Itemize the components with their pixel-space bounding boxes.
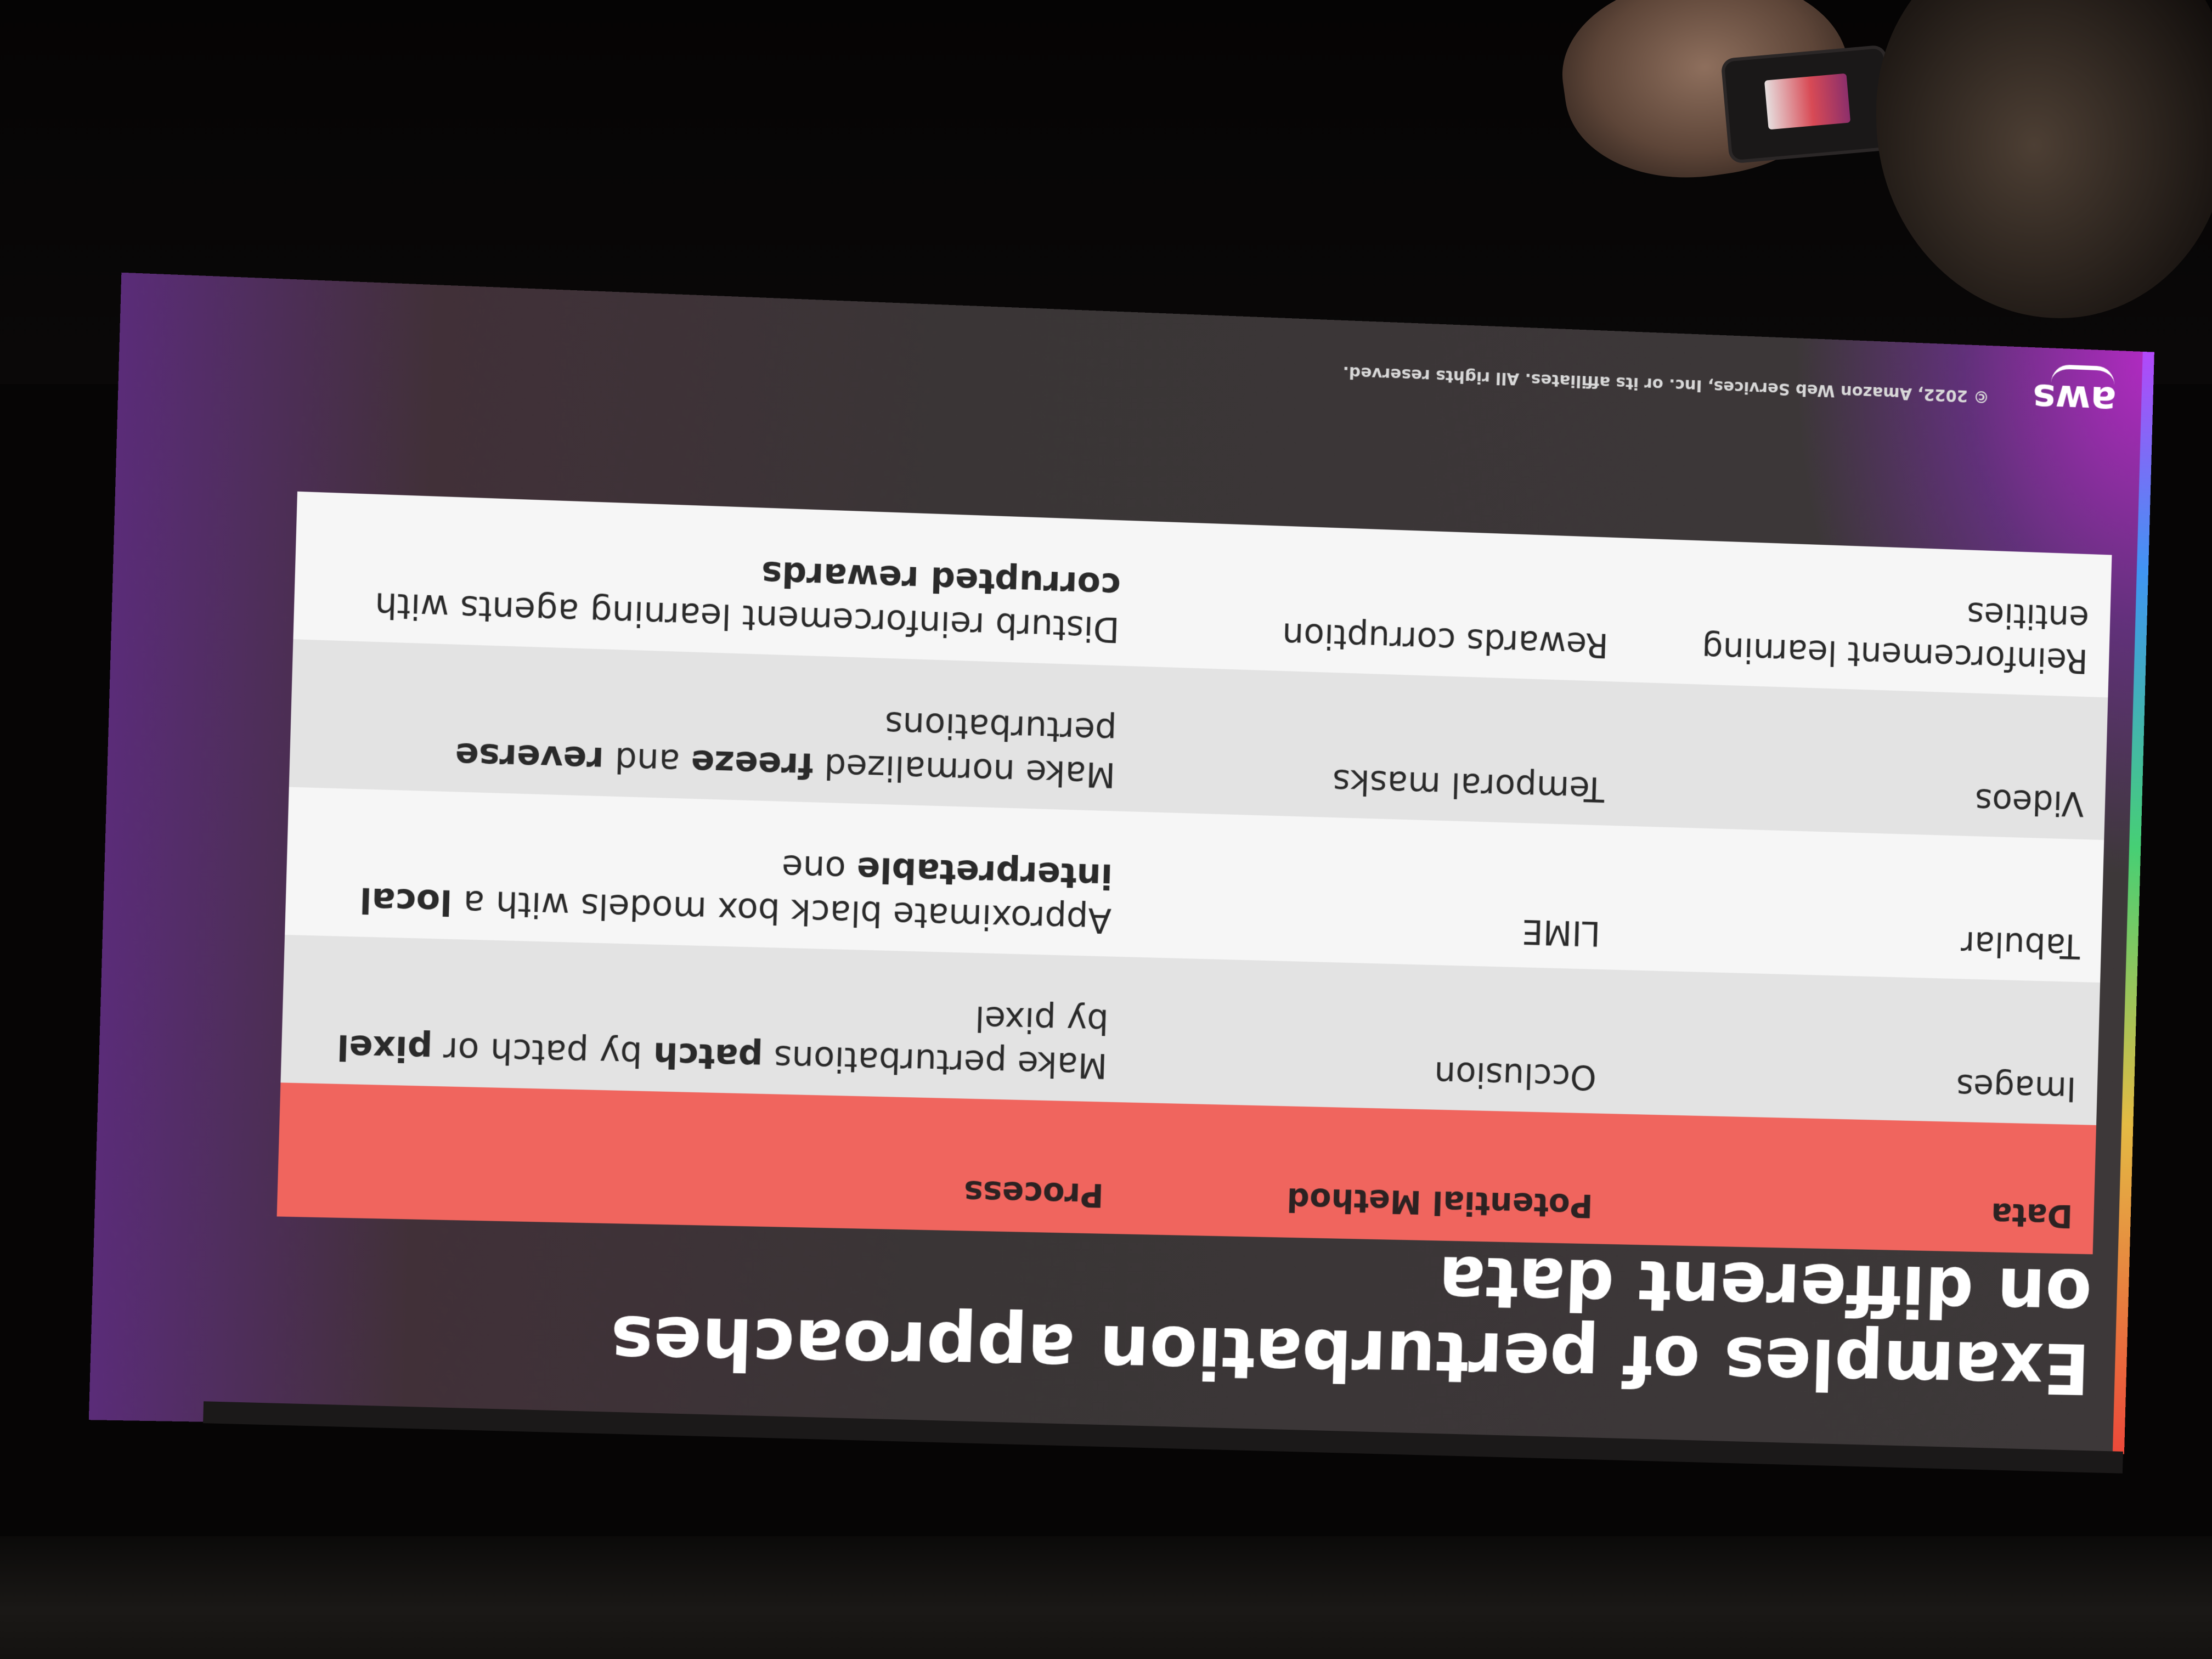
process-cell: Approximate black box models with a loca… — [285, 787, 1136, 957]
projection-screen: Examples of perturbation approaches on d… — [89, 273, 2154, 1454]
method-cell: LIME — [1132, 812, 1625, 970]
header-data: Data — [1613, 1114, 2096, 1254]
header-process: Process — [277, 1082, 1128, 1234]
process-text: perturbations — [884, 704, 1118, 751]
header-method: Potential Method — [1125, 1103, 1617, 1245]
data-cell: Tabular — [1621, 826, 2104, 983]
rainbow-edge — [2113, 352, 2154, 1454]
data-cell: Videos — [1625, 682, 2108, 840]
process-text: Make perturbations — [762, 1037, 1108, 1086]
slide: Examples of perturbation approaches on d… — [89, 273, 2154, 1454]
process-text: by pixel — [974, 998, 1109, 1042]
aws-logo: aws — [2032, 379, 2117, 420]
process-bold-text: freeze — [690, 742, 814, 786]
process-text: one — [781, 847, 857, 889]
process-text: and — [603, 740, 691, 782]
process-bold-text: reverse — [455, 735, 605, 780]
method-cell: Rewards corruption — [1141, 521, 1633, 682]
method-cell: Temporal masks — [1136, 667, 1629, 826]
process-text: by patch or — [432, 1029, 653, 1075]
slide-title: Examples of perturbation approaches on d… — [566, 1225, 2092, 1405]
process-cell: Make perturbations patch by patch or pix… — [280, 935, 1132, 1103]
process-text: Make normalized — [812, 746, 1116, 795]
phone-screen — [1764, 74, 1850, 130]
process-bold-text: patch — [652, 1035, 763, 1077]
method-cell: Occlusion — [1128, 957, 1621, 1114]
process-bold-text: corrupted rewards — [761, 554, 1121, 606]
copyright-text: © 2022, Amazon Web Services, Inc. or its… — [1342, 363, 1989, 407]
floor — [0, 1536, 2212, 1659]
aws-smile-icon — [2051, 364, 2115, 385]
process-cell: Make normalized freeze and reverse pertu… — [289, 639, 1141, 811]
process-bold-text: pixel — [336, 1027, 433, 1070]
perturbation-table: Data Potential Method Process Images Occ… — [277, 492, 2112, 1254]
phone — [1724, 48, 1892, 161]
process-cell: Disturb reinforcement learning agents wi… — [293, 492, 1144, 667]
data-cell: Images — [1617, 970, 2100, 1125]
data-cell: Reinforcement learning entities — [1629, 538, 2112, 697]
